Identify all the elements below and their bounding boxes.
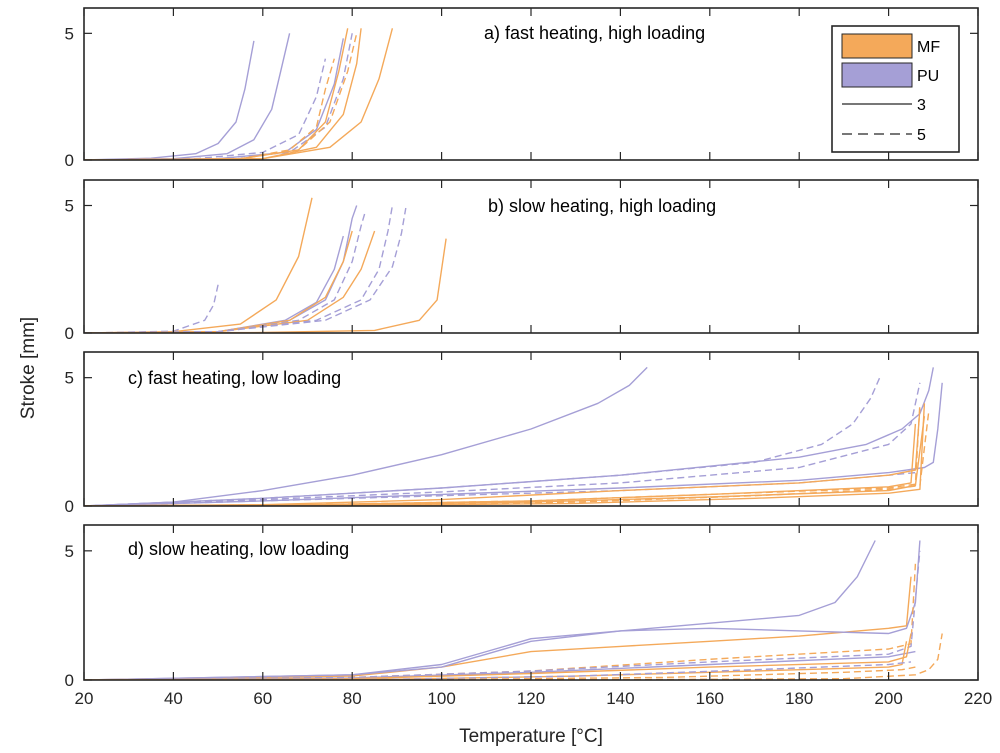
x-tick-label: 180 bbox=[785, 689, 813, 708]
x-tick-label: 120 bbox=[517, 689, 545, 708]
legend-label: PU bbox=[917, 68, 939, 85]
x-axis-title: Temperature [°C] bbox=[459, 726, 603, 747]
series-line-mf-5 bbox=[84, 33, 358, 160]
series-line-mf-5 bbox=[84, 633, 943, 680]
series-line-pu-5 bbox=[84, 205, 394, 333]
y-tick-label: 0 bbox=[65, 151, 74, 170]
y-tick-label: 5 bbox=[65, 197, 74, 216]
y-tick-label: 0 bbox=[65, 671, 74, 690]
series-group bbox=[84, 197, 447, 333]
series-line-pu-3 bbox=[84, 366, 648, 506]
x-tick-label: 220 bbox=[964, 689, 992, 708]
x-tick-label: 80 bbox=[343, 689, 362, 708]
series-line-pu-3 bbox=[84, 650, 916, 680]
series-line-pu-5 bbox=[84, 661, 912, 680]
series-line-mf-3 bbox=[84, 408, 921, 506]
series-line-mf-3 bbox=[84, 238, 447, 333]
series-line-pu-3 bbox=[84, 367, 934, 506]
panel-title: c) fast heating, low loading bbox=[128, 368, 341, 388]
x-tick-label: 40 bbox=[164, 689, 183, 708]
series-line-pu-3 bbox=[84, 540, 876, 680]
series-line-mf-3 bbox=[84, 28, 362, 160]
y-axis-title: Stroke [mm] bbox=[18, 317, 39, 419]
series-group bbox=[84, 28, 394, 160]
series-line-pu-3 bbox=[84, 382, 943, 506]
series-line-pu-5 bbox=[84, 377, 881, 506]
series-line-pu-3 bbox=[84, 33, 291, 160]
series-line-pu-5 bbox=[84, 210, 367, 333]
series-group bbox=[84, 540, 943, 680]
x-tick-label: 140 bbox=[606, 689, 634, 708]
panel-d: 0 5 20 40 60 80 100 120 140 160 180 200 220 d) slow h… bbox=[65, 524, 992, 708]
legend-swatch-mf bbox=[841, 33, 913, 59]
panel-b: 0 5 b) slow heating, high loading bbox=[65, 179, 979, 343]
legend-label: MF bbox=[917, 39, 940, 56]
y-tick-label: 5 bbox=[65, 369, 74, 388]
series-line-mf-3 bbox=[84, 28, 394, 160]
panel-a: 0 5 a) fast heating, high loading bbox=[65, 7, 979, 170]
x-tick-label: 200 bbox=[874, 689, 902, 708]
series-line-pu-3 bbox=[84, 205, 358, 333]
x-tick-label: 160 bbox=[696, 689, 724, 708]
panel-title: a) fast heating, high loading bbox=[484, 23, 705, 43]
x-tick-label: 60 bbox=[253, 689, 272, 708]
legend-label: 3 bbox=[917, 97, 926, 114]
x-tick-label: 20 bbox=[75, 689, 94, 708]
series-line-mf-3 bbox=[84, 28, 349, 160]
panels-layer: 0 5 a) fast heating, high loading 0 5 b) slow… bbox=[65, 7, 992, 708]
series-line-mf-5 bbox=[84, 58, 335, 160]
series-line-mf-5 bbox=[84, 563, 917, 680]
series-line-pu-5 bbox=[84, 58, 327, 160]
legend-label: 5 bbox=[917, 127, 926, 144]
series-line-pu-3 bbox=[84, 540, 921, 680]
y-tick-label: 0 bbox=[65, 497, 74, 516]
legend-swatch-pu bbox=[841, 62, 913, 88]
panel-title: d) slow heating, low loading bbox=[128, 539, 349, 559]
series-line-pu-3 bbox=[84, 40, 255, 160]
panel-c: 0 5 c) fast heating, low loading bbox=[65, 351, 979, 516]
panel-title: b) slow heating, high loading bbox=[488, 196, 716, 216]
series-line-pu-5 bbox=[84, 207, 407, 333]
series-line-pu-3 bbox=[84, 235, 344, 333]
series-group bbox=[84, 366, 943, 506]
series-line-pu-5 bbox=[84, 284, 219, 333]
y-tick-label: 5 bbox=[65, 24, 74, 43]
series-line-pu-5 bbox=[84, 33, 353, 160]
series-line-pu-5 bbox=[84, 382, 921, 506]
y-tick-label: 0 bbox=[65, 324, 74, 343]
x-tick-label: 100 bbox=[427, 689, 455, 708]
y-tick-label: 5 bbox=[65, 542, 74, 561]
legend: MF PU 3 5 bbox=[831, 25, 960, 153]
series-line-mf-3 bbox=[84, 197, 313, 333]
